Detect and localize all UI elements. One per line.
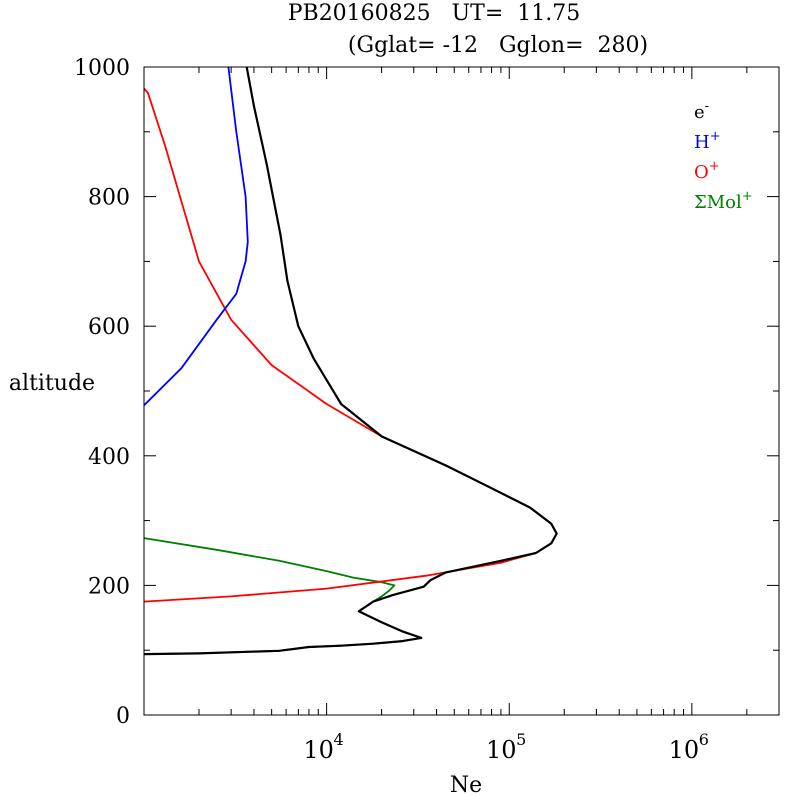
x-tick-label: 10 — [669, 736, 700, 764]
x-axis-label: Ne — [450, 773, 482, 796]
y-tick-label: 1000 — [74, 56, 130, 81]
series-line-1 — [143, 87, 558, 603]
chart-title-line1: PB20160825 UT= 11.75 — [288, 1, 581, 26]
plot-frame — [143, 66, 780, 716]
chart-title-line2: (Gglat= -12 Gglon= 280) — [348, 33, 648, 58]
y-tick-label: 800 — [88, 186, 130, 211]
x-tick-label-exponent: 6 — [699, 730, 709, 749]
series-line-2 — [143, 66, 249, 406]
legend-item-3: ΣMol+ — [694, 189, 753, 213]
x-tick-label-exponent: 4 — [334, 730, 344, 749]
legend-item-0: e- — [694, 99, 709, 123]
y-tick-label: 600 — [88, 315, 130, 340]
x-tick-label-exponent: 5 — [516, 730, 526, 749]
legend: e- H+ O+ ΣMol+ — [694, 99, 753, 213]
x-tick-label: 10 — [303, 736, 334, 764]
x-tick-label: 10 — [486, 736, 517, 764]
series-line-0 — [143, 537, 423, 655]
y-axis-label: altitude — [9, 371, 95, 396]
legend-item-2: O+ — [694, 159, 720, 183]
legend-item-superscript: - — [705, 99, 709, 114]
legend-item-superscript: + — [709, 159, 720, 174]
legend-item-1: H+ — [694, 129, 721, 153]
y-tick-label: 400 — [88, 445, 130, 470]
series-line-3 — [143, 66, 558, 656]
y-tick-label: 200 — [88, 574, 130, 599]
legend-item-superscript: + — [742, 189, 753, 204]
y-tick-label: 0 — [116, 704, 130, 729]
legend-item-superscript: + — [710, 129, 721, 144]
